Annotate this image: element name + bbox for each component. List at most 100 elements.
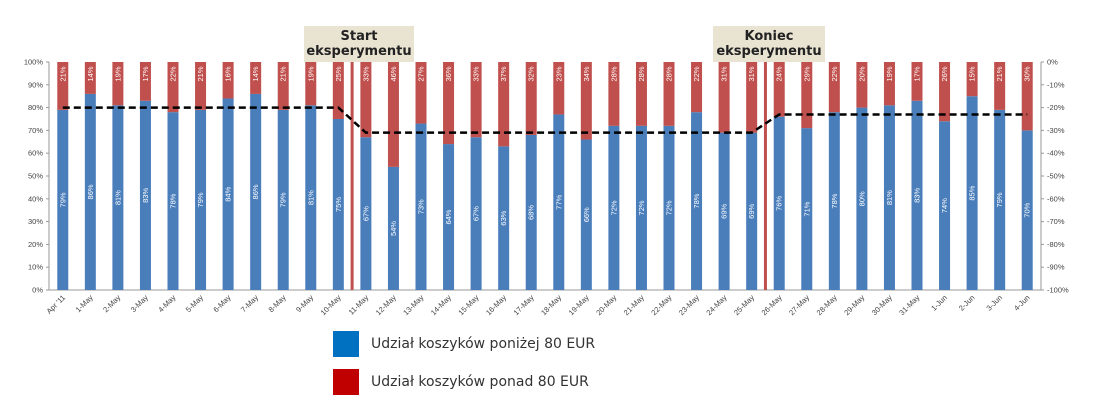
data-label-above-80: 34% (582, 66, 591, 81)
bar-below-80 (663, 125, 675, 290)
bar-below-80 (470, 137, 482, 290)
data-label-above-80: 23% (554, 66, 563, 81)
x-tick-label: 24-May (704, 293, 728, 317)
bar-above-80 (305, 62, 317, 106)
end-annotation: Koniec eksperymentu (713, 26, 825, 62)
data-label-above-80: 28% (637, 66, 646, 81)
left-tick-label: 60% (28, 149, 43, 158)
data-label-below-80: 71% (802, 201, 811, 216)
bar-below-80 (112, 105, 124, 290)
right-tick-label: -90% (1047, 263, 1065, 272)
data-label-above-80: 21% (196, 66, 205, 81)
data-label-above-80: 24% (775, 66, 784, 81)
legend-label-below-80: Udział koszyków poniżej 80 EUR (371, 336, 596, 352)
data-label-below-80: 79% (58, 192, 67, 207)
bar-above-80 (966, 62, 978, 97)
bar-above-80 (57, 62, 69, 110)
x-tick-label: 26-May (760, 293, 784, 317)
x-tick-label: 9-May (294, 293, 315, 314)
data-label-above-80: 21% (58, 66, 67, 81)
data-label-below-80: 78% (169, 193, 178, 208)
x-tick-label: 4-Jun (1012, 293, 1032, 313)
left-tick-label: 70% (28, 126, 43, 135)
data-label-below-80: 74% (940, 198, 949, 213)
data-label-below-80: 67% (361, 206, 370, 221)
left-tick-label: 30% (28, 217, 43, 226)
data-label-below-80: 78% (830, 193, 839, 208)
x-tick-label: 11-May (347, 293, 371, 317)
x-tick-label: 22-May (649, 293, 673, 317)
bar-above-80 (773, 62, 785, 117)
bar-above-80 (112, 62, 124, 106)
bar-above-80 (608, 62, 620, 126)
bar-above-80 (360, 62, 372, 138)
data-label-below-80: 64% (444, 209, 453, 224)
bar-below-80 (1021, 130, 1033, 290)
left-tick-label: 40% (28, 194, 43, 203)
data-label-above-80: 37% (499, 66, 508, 81)
bar-below-80 (57, 109, 69, 290)
bar-above-80 (195, 62, 207, 110)
data-label-above-80: 36% (444, 66, 453, 81)
data-label-above-80: 30% (1023, 66, 1032, 81)
bar-below-80 (277, 109, 289, 290)
right-tick-label: -20% (1047, 103, 1065, 112)
right-tick-label: -80% (1047, 240, 1065, 249)
bar-below-80 (139, 100, 151, 290)
bar-above-80 (663, 62, 675, 126)
trend-line-group (62, 106, 1028, 134)
trend-line (62, 106, 1028, 134)
data-label-above-80: 16% (224, 66, 233, 81)
x-tick-label: 28-May (815, 293, 839, 317)
right-tick-label: -30% (1047, 126, 1065, 135)
x-tick-label: 12-May (374, 293, 398, 317)
bar-below-80 (635, 125, 647, 290)
bar-above-80 (415, 62, 427, 124)
data-label-below-80: 68% (527, 205, 536, 220)
data-label-below-80: 72% (637, 200, 646, 215)
bar-below-80 (250, 93, 262, 290)
data-label-above-80: 17% (913, 66, 922, 81)
x-tick-label: 21-May (622, 293, 646, 317)
data-label-above-80: 28% (665, 66, 674, 81)
data-label-below-80: 67% (472, 206, 481, 221)
x-tick-label: 3-Jun (984, 293, 1004, 313)
start-annotation-line2: eksperymentu (306, 44, 411, 59)
bar-above-80 (167, 62, 179, 113)
bar-above-80 (443, 62, 455, 145)
legend-item-below-80: Udział koszyków poniżej 80 EUR (333, 331, 595, 357)
x-tick-label: 29-May (842, 293, 866, 317)
data-label-above-80: 28% (609, 66, 618, 81)
x-tick-label: 30-May (870, 293, 894, 317)
bar-above-80 (222, 62, 234, 99)
end-annotation-line1: Koniec (744, 29, 793, 44)
data-label-above-80: 19% (885, 66, 894, 81)
bar-above-80 (635, 62, 647, 126)
bar-above-80 (553, 62, 565, 115)
bar-below-80 (360, 137, 372, 290)
bar-below-80 (883, 105, 895, 290)
bar-below-80 (167, 112, 179, 290)
bar-above-80 (746, 62, 758, 133)
x-tick-label: 3-May (129, 293, 150, 314)
start-annotation-line1: Start (341, 29, 378, 44)
bar-below-80 (939, 121, 951, 290)
data-label-below-80: 78% (692, 193, 701, 208)
data-label-below-80: 81% (306, 190, 315, 205)
left-tick-label: 20% (28, 240, 43, 249)
start-annotation-box (304, 26, 414, 62)
data-label-above-80: 15% (968, 66, 977, 81)
right-tick-label: -100% (1047, 286, 1069, 295)
right-tick-label: -70% (1047, 217, 1065, 226)
data-label-above-80: 29% (802, 66, 811, 81)
x-tick-label: 27-May (787, 293, 811, 317)
bar-above-80 (139, 62, 151, 101)
x-tick-label: 8-May (267, 293, 288, 314)
data-label-above-80: 22% (692, 66, 701, 81)
x-tick-label: 16-May (484, 293, 508, 317)
data-label-above-80: 22% (169, 66, 178, 81)
x-tick-label: 5-May (184, 293, 205, 314)
bar-below-80 (746, 132, 758, 290)
bar-below-80 (856, 107, 868, 290)
bar-below-80 (801, 128, 813, 290)
